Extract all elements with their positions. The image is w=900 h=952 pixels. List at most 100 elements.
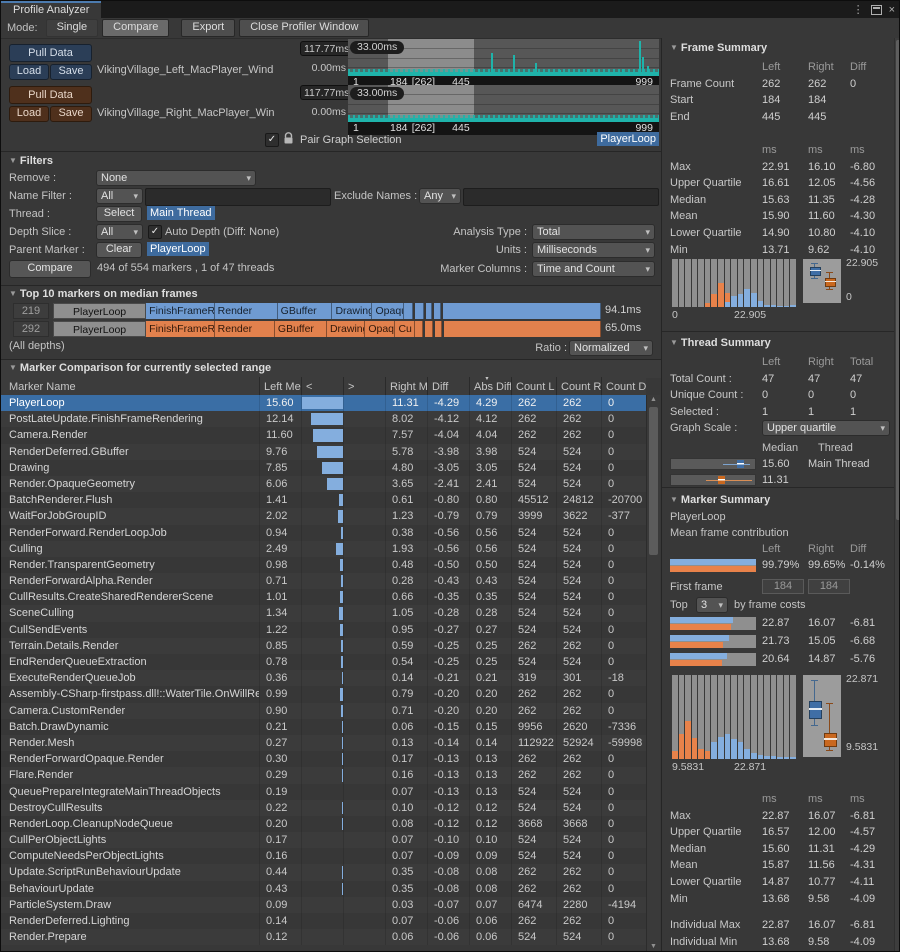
table-row[interactable]: WaitForJobGroupID 2.02 1.23 -0.79 0.79 3999 36…	[1, 508, 646, 525]
table-row[interactable]: PlayerLoop 15.60 11.31 -4.29 4.29 262 262 0	[1, 395, 646, 412]
column-header--[interactable]: <	[301, 377, 343, 395]
frame-number-box[interactable]: 184	[762, 579, 804, 594]
ratio-dropdown[interactable]: Normalized ▾	[569, 340, 653, 356]
top10-left-marker-bar[interactable]: PlayerLoop FinishFrameRe Render GBuffer Draw…	[53, 303, 601, 319]
table-row[interactable]: CullPerObjectLights 0.17 0.07 -0.10 0.10 524 5…	[1, 832, 646, 849]
top10-segment[interactable]: Drawing	[326, 321, 366, 337]
top10-segment[interactable]	[443, 321, 601, 337]
table-row[interactable]: Drawing 7.85 4.80 -3.05 3.05 524 524 0	[1, 459, 646, 476]
exclude-mode-dropdown[interactable]: Any ▾	[419, 188, 461, 204]
remove-dropdown[interactable]: None ▾	[96, 170, 256, 186]
table-row[interactable]: BehaviourUpdate 0.43 0.35 -0.08 0.08 262 262 0	[1, 880, 646, 897]
depth-slice-dropdown[interactable]: All ▾	[96, 224, 143, 240]
single-mode-button[interactable]: Single	[45, 19, 99, 37]
table-row[interactable]: RenderForwardAlpha.Render 0.71 0.28 -0.43 0.…	[1, 573, 646, 590]
column-header-left-me[interactable]: Left Me	[259, 377, 301, 395]
top10-segment[interactable]	[414, 321, 423, 337]
compare-mode-button[interactable]: Compare	[102, 19, 170, 37]
pull-data-left-button[interactable]: Pull Data	[9, 44, 92, 62]
table-row[interactable]: Render.Mesh 0.27 0.13 -0.14 0.14 112922 52924-…	[1, 734, 646, 752]
table-row[interactable]: QueuePrepareIntegrateMainThreadObjects 0.…	[1, 783, 646, 800]
table-row[interactable]: ComputeNeedsPerObjectLights 0.16 0.07 -0.09…	[1, 848, 646, 865]
column-header-right-m[interactable]: Right M	[385, 377, 427, 395]
top10-segment[interactable]: FinishFrameRe	[146, 303, 215, 319]
column-header-abs-diff[interactable]: Abs Diff ▼	[469, 377, 511, 395]
table-row[interactable]: Render.TransparentGeometry 0.98 0.48 -0.50 0…	[1, 556, 646, 574]
menu-icon[interactable]: ⋮	[852, 4, 864, 16]
left-frame-graph[interactable]: 33.00ms	[348, 39, 659, 76]
column-header-count-r[interactable]: Count R	[556, 377, 601, 395]
units-dropdown[interactable]: Milliseconds ▾	[532, 242, 655, 258]
disclosure-triangle-icon[interactable]: ▼	[670, 495, 678, 504]
lock-icon[interactable]	[283, 132, 294, 148]
table-row[interactable]: Batch.DrawDynamic 0.21 0.06 -0.15 0.15 9956 26…	[1, 718, 646, 735]
top10-segment[interactable]: FinishFrameR	[146, 321, 215, 337]
table-row[interactable]: PostLateUpdate.FinishFrameRendering 12.14…	[1, 411, 646, 428]
disclosure-triangle-icon[interactable]: ▼	[670, 43, 678, 52]
panel-scrollbar[interactable]	[894, 38, 899, 951]
compare-button[interactable]: Compare	[9, 260, 91, 278]
table-row[interactable]: Assembly-CSharp-firstpass.dll!::WaterTil…	[1, 686, 646, 703]
table-row[interactable]: SceneCulling 1.34 1.05 -0.28 0.28 524 524 0	[1, 605, 646, 622]
top10-segment[interactable]	[404, 303, 414, 319]
save-left-button[interactable]: Save	[50, 64, 92, 80]
parent-clear-button[interactable]: Clear	[96, 242, 142, 258]
top10-segment[interactable]: GBuffer	[277, 303, 333, 319]
disclosure-triangle-icon[interactable]: ▼	[9, 289, 17, 298]
top10-left-frame-number[interactable]: 219	[13, 303, 49, 319]
top10-segment[interactable]: Render	[214, 303, 278, 319]
table-row[interactable]: Render.OpaqueGeometry 6.06 3.65 -2.41 2.41 52…	[1, 475, 646, 493]
table-row[interactable]: RenderForwardOpaque.Render 0.30 0.17 -0.13 0…	[1, 751, 646, 768]
scroll-down-icon[interactable]: ▼	[650, 943, 657, 950]
top10-segment[interactable]: GBuffer	[274, 321, 327, 337]
table-row[interactable]: RenderDeferred.Lighting 0.14 0.07 -0.06 0.06…	[1, 913, 646, 930]
scrollbar-thumb[interactable]	[896, 40, 899, 520]
top10-segment[interactable]	[434, 303, 441, 319]
close-profiler-button[interactable]: Close Profiler Window	[239, 19, 370, 37]
top10-segment[interactable]: PlayerLoop	[53, 321, 147, 337]
name-filter-input[interactable]	[145, 188, 331, 206]
table-row[interactable]: Terrain.Details.Render 0.85 0.59 -0.25 0.25 2…	[1, 637, 646, 654]
table-row[interactable]: RenderDeferred.GBuffer 9.76 5.78 -3.98 3.98 5…	[1, 443, 646, 460]
top10-segment[interactable]	[425, 303, 433, 319]
analysis-type-dropdown[interactable]: Total ▾	[532, 224, 655, 240]
frame-number-box[interactable]: 184	[808, 579, 850, 594]
top10-segment[interactable]	[442, 303, 601, 319]
pull-data-right-button[interactable]: Pull Data	[9, 86, 92, 104]
table-row[interactable]: RenderForward.RenderLoopJob 0.94 0.38 -0.56…	[1, 524, 646, 541]
top10-segment[interactable]: Cu	[395, 321, 415, 337]
disclosure-triangle-icon[interactable]: ▼	[9, 156, 17, 165]
restore-window-icon[interactable]	[870, 4, 882, 15]
column-header-diff[interactable]: Diff	[427, 377, 469, 395]
export-button[interactable]: Export	[181, 19, 236, 37]
top10-segment[interactable]	[415, 303, 424, 319]
top10-segment[interactable]: Render	[214, 321, 275, 337]
graph-scale-dropdown[interactable]: Upper quartile ▾	[762, 420, 890, 436]
table-row[interactable]: Render.Prepare 0.12 0.06 -0.06 0.06 524 524 0	[1, 929, 646, 946]
scroll-up-icon[interactable]: ▲	[650, 396, 657, 403]
top10-right-frame-number[interactable]: 292	[13, 321, 49, 337]
table-row[interactable]: RenderLoop.CleanupNodeQueue 0.20 0.08 -0.12…	[1, 815, 646, 833]
disclosure-triangle-icon[interactable]: ▼	[670, 338, 678, 347]
name-filter-mode-dropdown[interactable]: All ▾	[96, 188, 143, 204]
top10-segment[interactable]: Opaqu	[365, 321, 396, 337]
first-frame-right-button[interactable]: 184	[808, 579, 850, 596]
y-axis-max-dropdown-2[interactable]: 117.77ms▾	[300, 85, 355, 100]
table-row[interactable]: CullResults.CreateSharedRendererScene 1.0…	[1, 589, 646, 606]
top10-segment[interactable]: PlayerLoop	[53, 303, 147, 319]
table-row[interactable]: DestroyCullResults 0.22 0.10 -0.12 0.12 524 52…	[1, 799, 646, 816]
marker-columns-dropdown[interactable]: Time and Count ▾	[532, 261, 655, 277]
column-header--[interactable]: >	[343, 377, 385, 395]
auto-depth-checkbox[interactable]: ✓	[148, 225, 162, 239]
column-header-count-d[interactable]: Count D	[601, 377, 646, 395]
y-axis-max-dropdown[interactable]: 117.77ms▾	[300, 41, 355, 56]
top10-segment[interactable]: Drawing	[332, 303, 373, 319]
thread-select-button[interactable]: Select	[96, 206, 142, 222]
top10-segment[interactable]: Opaqu	[372, 303, 405, 319]
table-row[interactable]: BatchRenderer.Flush 1.41 0.61 -0.80 0.80 4551…	[1, 492, 646, 509]
exclude-names-input[interactable]	[463, 188, 659, 206]
table-scrollbar[interactable]: ▲ ▼	[646, 395, 660, 951]
tab-profile-analyzer[interactable]: Profile Analyzer	[1, 1, 102, 18]
column-header-count-l[interactable]: Count L	[511, 377, 556, 395]
column-header-marker-name[interactable]: Marker Name	[9, 381, 76, 393]
